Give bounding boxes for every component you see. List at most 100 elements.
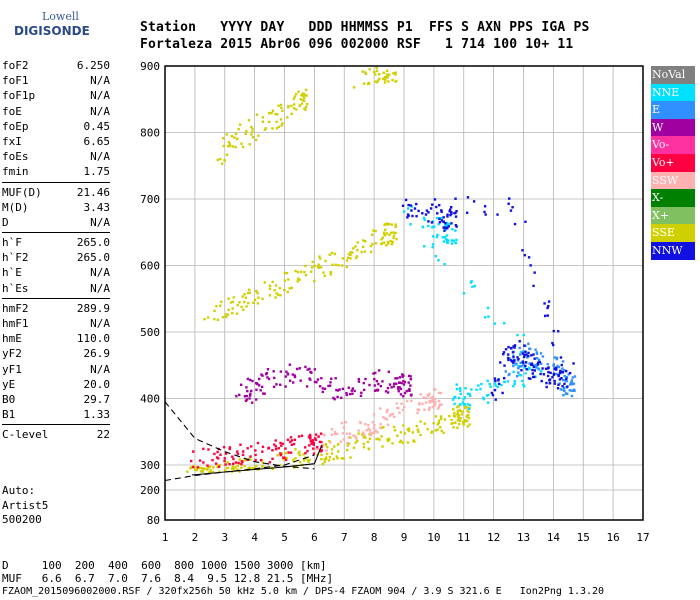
param-name: hmF2 bbox=[2, 301, 29, 315]
echo-point bbox=[250, 389, 253, 393]
echo-point bbox=[406, 213, 410, 216]
series-group bbox=[402, 205, 543, 411]
param-row: MUF(D) 21.46 bbox=[2, 185, 110, 200]
echo-point bbox=[450, 222, 453, 225]
echo-point bbox=[548, 382, 551, 385]
echo-point bbox=[206, 467, 210, 470]
echo-point bbox=[369, 433, 373, 437]
echo-point bbox=[216, 158, 219, 162]
echo-point bbox=[330, 448, 334, 451]
echo-point bbox=[444, 221, 447, 225]
echo-point bbox=[450, 212, 453, 215]
echo-point bbox=[292, 458, 295, 462]
echo-point bbox=[572, 382, 576, 385]
echo-point bbox=[437, 405, 441, 409]
echo-point bbox=[196, 466, 200, 469]
echo-point bbox=[512, 384, 515, 388]
echo-point bbox=[271, 467, 275, 471]
param-name: MUF(D) bbox=[2, 185, 42, 199]
echo-point bbox=[431, 245, 434, 249]
x-tick-label: 2 bbox=[192, 531, 199, 544]
echo-point bbox=[473, 284, 477, 288]
echo-point bbox=[275, 292, 278, 295]
param-value: 21.46 bbox=[76, 185, 110, 199]
echo-point bbox=[237, 461, 240, 465]
echo-point bbox=[561, 384, 564, 388]
echo-point bbox=[250, 133, 253, 136]
echo-point bbox=[359, 421, 362, 425]
echo-point bbox=[232, 467, 236, 470]
echo-point bbox=[232, 296, 236, 299]
echo-point bbox=[394, 73, 397, 76]
echo-point bbox=[398, 386, 401, 389]
echo-point bbox=[360, 391, 363, 394]
echo-point bbox=[316, 445, 319, 449]
echo-point bbox=[374, 80, 377, 83]
echo-point bbox=[511, 351, 515, 354]
echo-point bbox=[312, 452, 316, 455]
echo-point bbox=[534, 363, 538, 367]
echo-point bbox=[401, 204, 405, 207]
echo-point bbox=[234, 132, 238, 136]
legend-item: X+ bbox=[651, 206, 695, 225]
echo-point bbox=[213, 317, 216, 321]
echo-point bbox=[279, 103, 283, 107]
echo-point bbox=[347, 436, 351, 439]
echo-point bbox=[424, 401, 428, 404]
echo-point bbox=[327, 384, 330, 388]
param-value: 29.7 bbox=[83, 392, 111, 406]
echo-point bbox=[307, 435, 311, 438]
profile-curve bbox=[191, 444, 323, 476]
echo-point bbox=[428, 399, 431, 403]
echo-point bbox=[284, 375, 288, 378]
echo-point bbox=[402, 383, 406, 386]
echo-point bbox=[337, 264, 340, 267]
profile-curve bbox=[164, 401, 315, 470]
echo-point bbox=[430, 430, 434, 433]
echo-point bbox=[374, 242, 378, 245]
echo-point bbox=[250, 125, 253, 129]
echo-point bbox=[249, 455, 252, 458]
echo-point bbox=[451, 398, 455, 401]
echo-point bbox=[415, 424, 419, 428]
echo-point bbox=[434, 415, 438, 418]
echo-point bbox=[249, 392, 252, 396]
echo-point bbox=[555, 368, 558, 371]
echo-point bbox=[384, 228, 387, 232]
echo-point bbox=[332, 396, 335, 400]
echo-point bbox=[445, 234, 449, 237]
echo-point bbox=[318, 440, 322, 444]
echo-point bbox=[307, 460, 310, 463]
echo-point bbox=[390, 242, 394, 246]
echo-point bbox=[287, 278, 290, 281]
echo-point bbox=[431, 398, 434, 402]
echo-point bbox=[466, 409, 469, 412]
echo-point bbox=[257, 377, 261, 381]
echo-point bbox=[423, 422, 427, 425]
echo-point bbox=[295, 108, 298, 111]
echo-point bbox=[243, 464, 246, 468]
echo-point bbox=[456, 409, 460, 413]
echo-point bbox=[313, 368, 317, 371]
echo-point bbox=[234, 145, 237, 149]
echo-point bbox=[521, 360, 525, 363]
echo-point bbox=[553, 382, 557, 385]
echo-point bbox=[298, 278, 301, 281]
echo-point bbox=[351, 251, 354, 254]
echo-point bbox=[427, 393, 430, 397]
echo-point bbox=[432, 421, 435, 425]
auto-version: 500200 bbox=[2, 513, 42, 526]
echo-point bbox=[302, 96, 306, 100]
echo-point bbox=[304, 105, 308, 109]
echo-point bbox=[320, 377, 323, 380]
echo-point bbox=[254, 449, 257, 452]
echo-point bbox=[346, 441, 349, 445]
echo-point bbox=[290, 443, 294, 447]
echo-point bbox=[353, 389, 356, 393]
echo-point bbox=[443, 418, 447, 421]
echo-point bbox=[329, 381, 332, 384]
echo-point bbox=[402, 210, 406, 213]
echo-point bbox=[494, 398, 497, 401]
echo-point bbox=[511, 206, 514, 209]
echo-point bbox=[392, 415, 396, 419]
